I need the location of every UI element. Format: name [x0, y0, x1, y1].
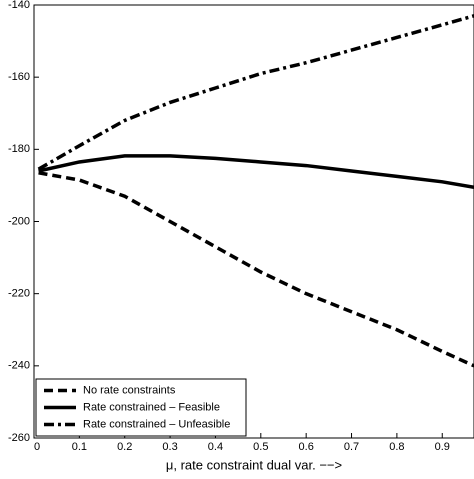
x-tick-label: 0 [34, 441, 40, 453]
x-tick-label: 0.4 [208, 441, 223, 453]
y-tick-label: -240 [8, 360, 30, 372]
legend-label: Rate constrained – Feasible [83, 401, 220, 413]
x-axis-label: μ, rate constraint dual var. −−> [166, 457, 342, 472]
y-tick-label: -160 [8, 71, 30, 83]
y-tick-label: -260 [8, 432, 30, 444]
y-tick-label: -200 [8, 215, 30, 227]
x-tick-label: 0.6 [299, 441, 314, 453]
x-tick-label: 0.9 [435, 441, 450, 453]
plot-frame [33, 4, 474, 439]
x-tick-label: 0.7 [344, 441, 359, 453]
series-line [38, 171, 474, 368]
y-tick-label: -220 [8, 288, 30, 300]
series-line [38, 154, 474, 189]
x-tick-label: 0.8 [389, 441, 404, 453]
x-tick-label: 0.3 [162, 441, 177, 453]
y-tick-label: -180 [8, 143, 30, 155]
series-line [37, 14, 474, 171]
x-tick-label: 0.1 [72, 441, 87, 453]
y-tick-label: -140 [8, 0, 30, 11]
legend-label: Rate constrained – Unfeasible [83, 418, 230, 430]
x-tick-label: 0.2 [117, 441, 132, 453]
legend-label: No rate constraints [83, 384, 176, 396]
x-tick-label: 0.5 [253, 441, 268, 453]
